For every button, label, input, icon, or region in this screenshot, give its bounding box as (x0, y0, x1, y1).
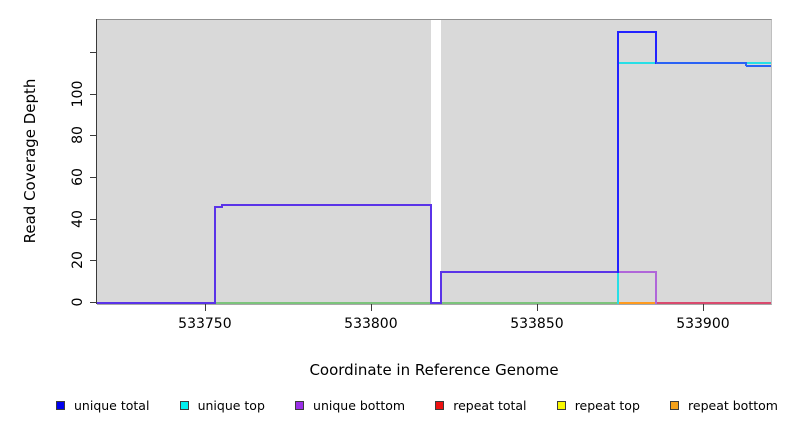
legend-item: unique total (56, 398, 149, 413)
legend-label: repeat top (574, 398, 640, 413)
plot-background-region (97, 20, 431, 304)
x-tick-label: 533900 (676, 316, 730, 332)
series-segment (430, 302, 441, 304)
x-tick-label: 533750 (178, 316, 232, 332)
x-tick-label: 533800 (344, 316, 398, 332)
y-tick-label: 20 (70, 251, 86, 270)
series-segment (440, 270, 618, 273)
series-segment (213, 206, 216, 304)
y-tick-label: 60 (70, 168, 86, 186)
legend-item: unique top (179, 398, 265, 413)
x-axis-tick (370, 304, 372, 311)
x-axis-tick (204, 304, 206, 311)
y-tick-label: 80 (70, 126, 86, 145)
series-segment (617, 31, 656, 34)
legend-label: unique top (197, 398, 265, 413)
y-axis-line (96, 19, 97, 304)
y-tick-label: 40 (70, 209, 86, 228)
series-segment (655, 62, 747, 65)
series-segment (429, 204, 432, 304)
series-segment (220, 204, 223, 209)
series-segment (221, 204, 431, 207)
legend-swatch-icon (56, 401, 65, 410)
y-axis-tick (90, 218, 97, 220)
series-segment (654, 270, 657, 304)
legend-item: repeat total (435, 398, 527, 413)
series-segment (214, 302, 618, 304)
y-axis-tick (90, 135, 97, 137)
legend-item: repeat top (556, 398, 640, 413)
series-segment (97, 302, 215, 304)
y-axis-tick (90, 177, 97, 178)
legend-label: repeat total (453, 398, 527, 413)
series-segment (654, 31, 657, 65)
legend-swatch-icon (179, 401, 189, 410)
plot-area (97, 19, 772, 305)
series-segment (655, 302, 771, 304)
plot-background-region (440, 20, 771, 304)
y-axis-tick (90, 260, 97, 262)
y-axis-tick (90, 302, 97, 303)
legend: unique total unique top unique bottom repea… (0, 398, 792, 413)
legend-item: unique bottom (295, 398, 405, 413)
y-axis-tick (90, 93, 97, 95)
legend-label: unique total (74, 398, 150, 413)
series-segment (214, 206, 222, 209)
series-segment (616, 31, 619, 273)
y-tick-label: 100 (70, 80, 86, 108)
x-axis-tick (702, 304, 704, 311)
legend-swatch-icon (556, 401, 566, 410)
y-tick-label: 0 (70, 297, 86, 307)
x-axis-title: Coordinate in Reference Genome (309, 361, 559, 379)
legend-swatch-icon (435, 401, 445, 410)
y-axis-tick (90, 52, 97, 53)
legend-item: repeat bottom (670, 398, 778, 413)
series-segment (617, 270, 656, 273)
series-segment (439, 270, 442, 304)
series-segment (617, 302, 656, 304)
y-axis-title: Read Coverage Depth (21, 78, 39, 244)
series-segment (746, 64, 771, 67)
legend-swatch-icon (295, 401, 305, 410)
series-segment (745, 62, 748, 67)
legend-label: unique bottom (313, 398, 406, 413)
legend-swatch-icon (670, 401, 680, 410)
legend-label: repeat bottom (688, 398, 778, 413)
x-tick-label: 533850 (510, 316, 564, 332)
x-axis-tick (536, 304, 538, 311)
